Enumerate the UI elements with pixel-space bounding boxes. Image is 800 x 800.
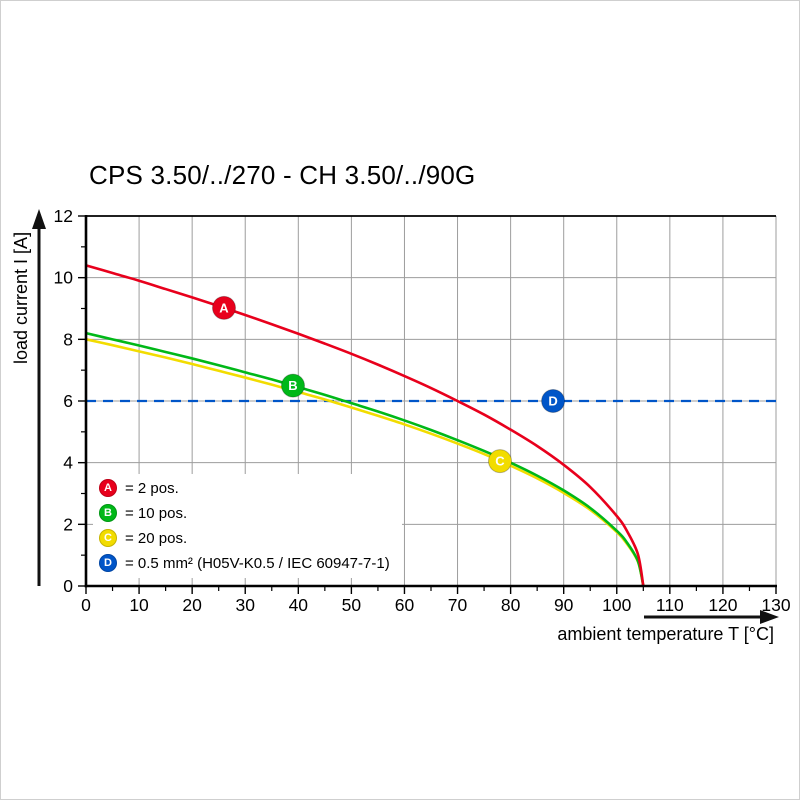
- marker-D: D: [541, 389, 566, 413]
- legend-label-d: = 0.5 mm² (H05V-K0.5 / IEC 60947-7-1): [125, 554, 390, 572]
- x-tick-label: 20: [182, 595, 202, 615]
- curve-C: [85, 338, 645, 587]
- x-tick-label: 100: [602, 595, 631, 615]
- legend-marker-a-icon: A: [99, 479, 117, 497]
- x-tick-label: 130: [761, 595, 790, 615]
- y-tick-label: 2: [63, 514, 73, 534]
- legend-label-c: = 20 pos.: [125, 529, 188, 547]
- x-tick-label: 120: [708, 595, 737, 615]
- tick-labels: 0 10 20 30 40 50 60 70 80 90 100 110 120 130 0 2 4 6 8 10 12: [54, 206, 791, 615]
- legend-marker-d-icon: D: [99, 554, 117, 572]
- curve-A: [85, 264, 645, 587]
- x-tick-label: 0: [81, 595, 91, 615]
- x-tick-label: 10: [129, 595, 149, 615]
- curves: [85, 264, 776, 587]
- legend-item-b: B = 10 pos.: [99, 504, 390, 522]
- legend-marker-b-icon: B: [99, 504, 117, 522]
- x-axis-label: ambient temperature T [°C]: [557, 624, 774, 644]
- y-tick-label: 0: [63, 576, 73, 596]
- marker-C: C: [488, 449, 512, 474]
- legend-marker-c-icon: C: [99, 529, 117, 547]
- legend: A = 2 pos. B = 10 pos. C = 20 pos. D = 0…: [93, 474, 402, 578]
- x-tick-label: 60: [395, 595, 415, 615]
- axis-arrows: [32, 209, 779, 624]
- legend-item-a: A = 2 pos.: [99, 479, 390, 497]
- legend-label-a: = 2 pos.: [125, 479, 179, 497]
- marker-B: B: [281, 373, 305, 398]
- svg-text:A: A: [219, 300, 229, 315]
- x-tick-label: 30: [235, 595, 255, 615]
- y-tick-label: 12: [54, 206, 73, 226]
- x-tick-label: 110: [656, 595, 684, 615]
- y-tick-label: 8: [63, 329, 73, 349]
- y-tick-label: 4: [63, 453, 73, 473]
- svg-text:B: B: [288, 378, 297, 393]
- svg-text:D: D: [548, 394, 557, 409]
- legend-item-c: C = 20 pos.: [99, 529, 390, 547]
- legend-item-d: D = 0.5 mm² (H05V-K0.5 / IEC 60947-7-1): [99, 554, 390, 572]
- y-tick-label: 6: [63, 391, 73, 411]
- y-tick-label: 10: [54, 268, 74, 288]
- legend-label-b: = 10 pos.: [125, 504, 188, 522]
- svg-text:C: C: [495, 454, 505, 469]
- x-tick-label: 90: [554, 595, 574, 615]
- axes: [78, 215, 777, 594]
- x-tick-label: 40: [289, 595, 309, 615]
- marker-A: A: [212, 295, 236, 320]
- y-axis-arrowhead-icon: [32, 209, 46, 229]
- x-tick-label: 80: [501, 595, 521, 615]
- curve-B: [85, 331, 645, 587]
- x-tick-label: 50: [342, 595, 362, 615]
- x-tick-label: 70: [448, 595, 468, 615]
- x-axis-arrowhead-icon: [760, 610, 779, 624]
- chart-title: CPS 3.50/../270 - CH 3.50/../90G: [89, 160, 476, 190]
